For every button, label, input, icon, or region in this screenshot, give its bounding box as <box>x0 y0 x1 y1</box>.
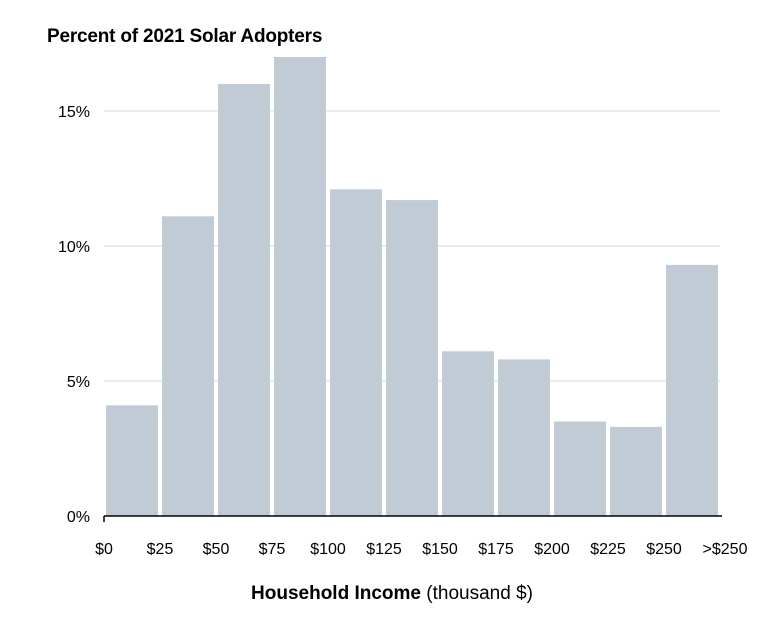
bar-5 <box>330 189 382 517</box>
x-tick-label: $225 <box>590 541 626 558</box>
chart-title: Percent of 2021 Solar Adopters <box>47 26 323 47</box>
x-tick-label: $150 <box>422 541 458 558</box>
x-tick-label: $125 <box>366 541 402 558</box>
x-axis-label: Household Income (thousand $) <box>0 583 784 605</box>
bars <box>106 57 718 517</box>
bar-9 <box>554 421 606 516</box>
x-tick-label: >$250 <box>703 541 748 558</box>
bar-10 <box>610 426 662 516</box>
y-tick-label: 10% <box>58 239 90 256</box>
bar-2 <box>162 216 214 517</box>
x-tick-label: $0 <box>95 541 113 558</box>
bar-7 <box>442 351 494 516</box>
y-tick-labels: 0% 5% 10% 15% <box>58 104 90 526</box>
bar-8 <box>498 359 550 516</box>
x-tick-label: $250 <box>646 541 682 558</box>
bar-1 <box>106 405 158 516</box>
x-tick-label: $175 <box>478 541 514 558</box>
x-tick-label: $25 <box>147 541 174 558</box>
x-tick-label: $50 <box>203 541 230 558</box>
x-tick-labels: $0 $25 $50 $75 $100 $125 $150 $175 $200 $225 $250 >… <box>95 541 747 558</box>
y-tick-label: 0% <box>67 509 90 526</box>
y-tick-label: 15% <box>58 104 90 121</box>
x-tick-label: $200 <box>534 541 570 558</box>
bar-4 <box>274 57 326 516</box>
x-axis <box>103 515 722 522</box>
bar-3 <box>218 84 270 516</box>
x-axis-label-bold: Household Income <box>251 583 421 604</box>
bar-11 <box>666 264 718 516</box>
bar-6 <box>386 200 438 516</box>
x-axis-label-unit: (thousand $) <box>426 583 533 604</box>
x-tick-label: $75 <box>259 541 286 558</box>
y-tick-label: 5% <box>67 374 90 391</box>
x-tick-label: $100 <box>310 541 346 558</box>
